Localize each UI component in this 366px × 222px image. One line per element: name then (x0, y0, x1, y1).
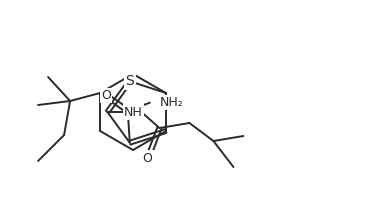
Text: NH₂: NH₂ (160, 96, 183, 109)
Text: S: S (126, 74, 134, 88)
Text: NH: NH (124, 105, 143, 119)
Text: O: O (142, 151, 152, 165)
Text: O: O (101, 89, 111, 102)
